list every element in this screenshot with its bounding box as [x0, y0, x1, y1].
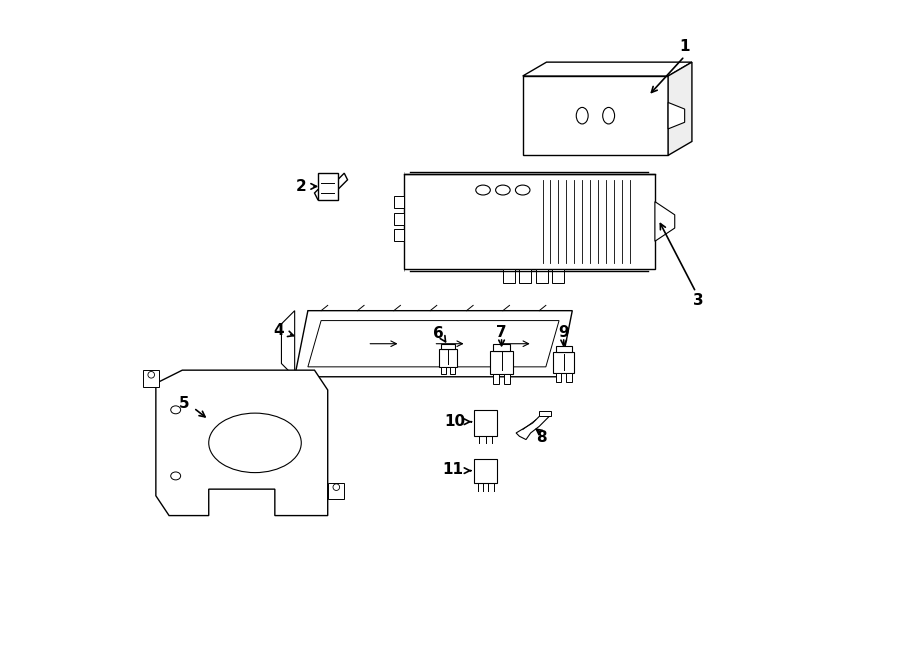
Text: 11: 11 [443, 462, 464, 477]
Bar [556, 346, 572, 352]
Bar [566, 373, 572, 382]
Text: 9: 9 [558, 325, 569, 340]
Bar [394, 229, 404, 241]
Bar [505, 373, 510, 383]
Text: 6: 6 [433, 327, 444, 341]
Polygon shape [523, 76, 668, 155]
Bar [490, 351, 513, 373]
Text: 8: 8 [536, 430, 546, 445]
Polygon shape [655, 202, 675, 241]
Ellipse shape [171, 472, 181, 480]
Bar [328, 483, 344, 499]
Polygon shape [314, 173, 347, 200]
Polygon shape [294, 311, 572, 377]
Bar [536, 270, 548, 283]
Bar [493, 373, 499, 383]
Bar [142, 370, 159, 387]
Polygon shape [308, 321, 559, 367]
Polygon shape [516, 413, 549, 440]
Ellipse shape [209, 413, 302, 473]
Bar [441, 344, 454, 349]
Bar [394, 196, 404, 208]
Text: 5: 5 [179, 396, 190, 410]
Bar [441, 367, 446, 374]
Text: 7: 7 [496, 325, 507, 340]
Bar [439, 349, 457, 367]
Bar [450, 367, 454, 374]
Bar [493, 344, 510, 351]
Bar [539, 411, 551, 416]
Bar [404, 173, 655, 270]
Polygon shape [156, 370, 328, 516]
Polygon shape [282, 311, 294, 377]
Bar [473, 459, 497, 483]
Bar [519, 270, 531, 283]
Text: 3: 3 [693, 293, 703, 308]
Polygon shape [668, 62, 692, 155]
Bar [318, 173, 338, 200]
Text: 2: 2 [296, 179, 307, 194]
Bar [554, 352, 574, 373]
Bar [553, 270, 564, 283]
Bar [473, 410, 497, 436]
Polygon shape [523, 62, 692, 76]
Bar [394, 213, 404, 225]
Ellipse shape [171, 406, 181, 414]
Text: 4: 4 [273, 323, 284, 338]
Polygon shape [668, 102, 685, 129]
Text: 1: 1 [680, 39, 690, 54]
Bar [556, 373, 561, 382]
Text: 10: 10 [445, 414, 466, 428]
Bar [503, 270, 515, 283]
